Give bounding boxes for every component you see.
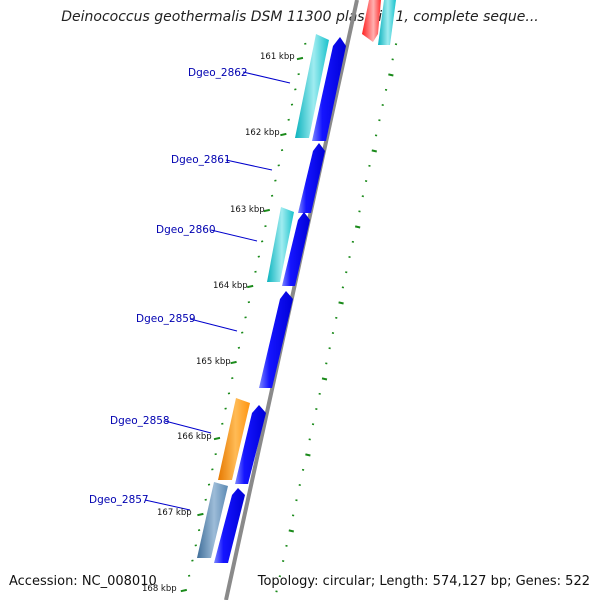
summary-text: Topology: circular; Length: 574,127 bp; … — [257, 574, 590, 589]
gene-arrow-2860 — [282, 212, 310, 286]
gene-label-2858[interactable]: Dgeo_2858 — [110, 415, 170, 427]
outer-major-tick — [388, 73, 394, 77]
tick-label-161: 161 kbp — [260, 52, 295, 62]
gene-arrow-2862 — [312, 37, 346, 141]
tick-label-165: 165 kbp — [196, 357, 231, 367]
feature-cyan-2862 — [295, 34, 329, 138]
major-tick — [263, 208, 270, 213]
map-title: Deinococcus geothermalis DSM 11300 plasm… — [61, 9, 539, 25]
gene-arrow-2859 — [259, 291, 293, 388]
major-tick — [197, 512, 204, 517]
tick-label-168: 168 kbp — [142, 584, 177, 594]
tick-label-164: 164 kbp — [213, 281, 248, 291]
gene-label-2861[interactable]: Dgeo_2861 — [171, 154, 231, 166]
outer-major-tick — [338, 301, 344, 305]
gene-label-2859[interactable]: Dgeo_2859 — [136, 313, 196, 325]
tick-label-163: 163 kbp — [230, 205, 265, 215]
major-tick — [180, 588, 188, 593]
feature-red-arrow — [362, 0, 381, 42]
major-tick — [296, 56, 304, 61]
tick-label-167: 167 kbp — [157, 508, 192, 518]
gene-arrow-2861 — [298, 143, 325, 213]
major-tick — [230, 360, 237, 365]
label-connectors — [144, 71, 291, 511]
feature-cyan-2860 — [267, 207, 294, 282]
outer-major-tick — [371, 149, 377, 153]
major-tick — [213, 436, 221, 441]
outer-major-tick — [321, 377, 328, 381]
gene-arrow-2858 — [235, 405, 266, 484]
tick-track — [180, 42, 307, 593]
gene-label-2862[interactable]: Dgeo_2862 — [188, 67, 248, 79]
tick-label-162: 162 kbp — [245, 128, 280, 138]
feature-orange-2858 — [218, 398, 250, 480]
accession-text: Accession: NC_008010 — [9, 574, 157, 589]
outer-tick-track — [275, 43, 398, 593]
feature-cyan-top — [378, 0, 396, 45]
gene-arrow-2857 — [214, 488, 245, 563]
outer-major-tick — [354, 225, 361, 229]
major-tick — [280, 132, 287, 137]
tick-label-166: 166 kbp — [177, 432, 212, 442]
major-tick — [246, 284, 254, 289]
gene-label-2860[interactable]: Dgeo_2860 — [156, 224, 216, 236]
gene-label-2857[interactable]: Dgeo_2857 — [89, 494, 149, 506]
feature-steel-2857 — [197, 482, 228, 558]
outer-major-tick — [288, 529, 295, 533]
feature-layer — [197, 0, 396, 563]
outer-major-tick — [305, 453, 311, 457]
